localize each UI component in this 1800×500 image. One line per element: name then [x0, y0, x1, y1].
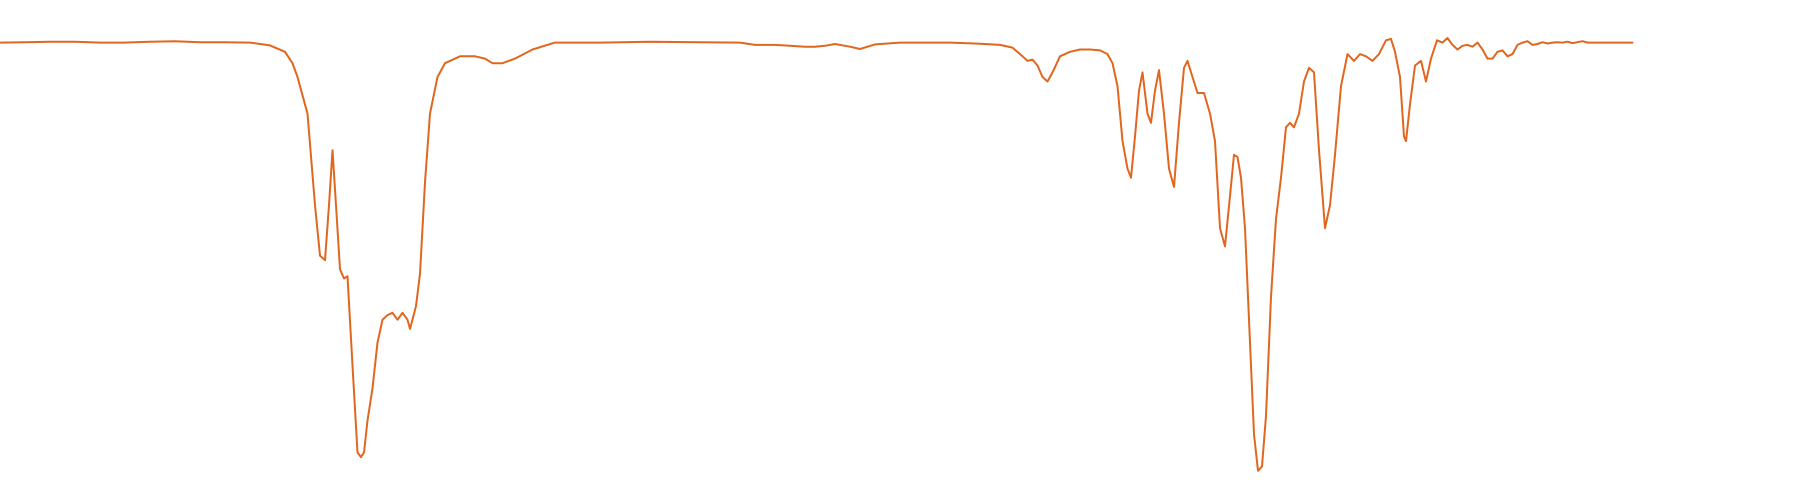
spectrum-series-line: [0, 37, 1634, 472]
